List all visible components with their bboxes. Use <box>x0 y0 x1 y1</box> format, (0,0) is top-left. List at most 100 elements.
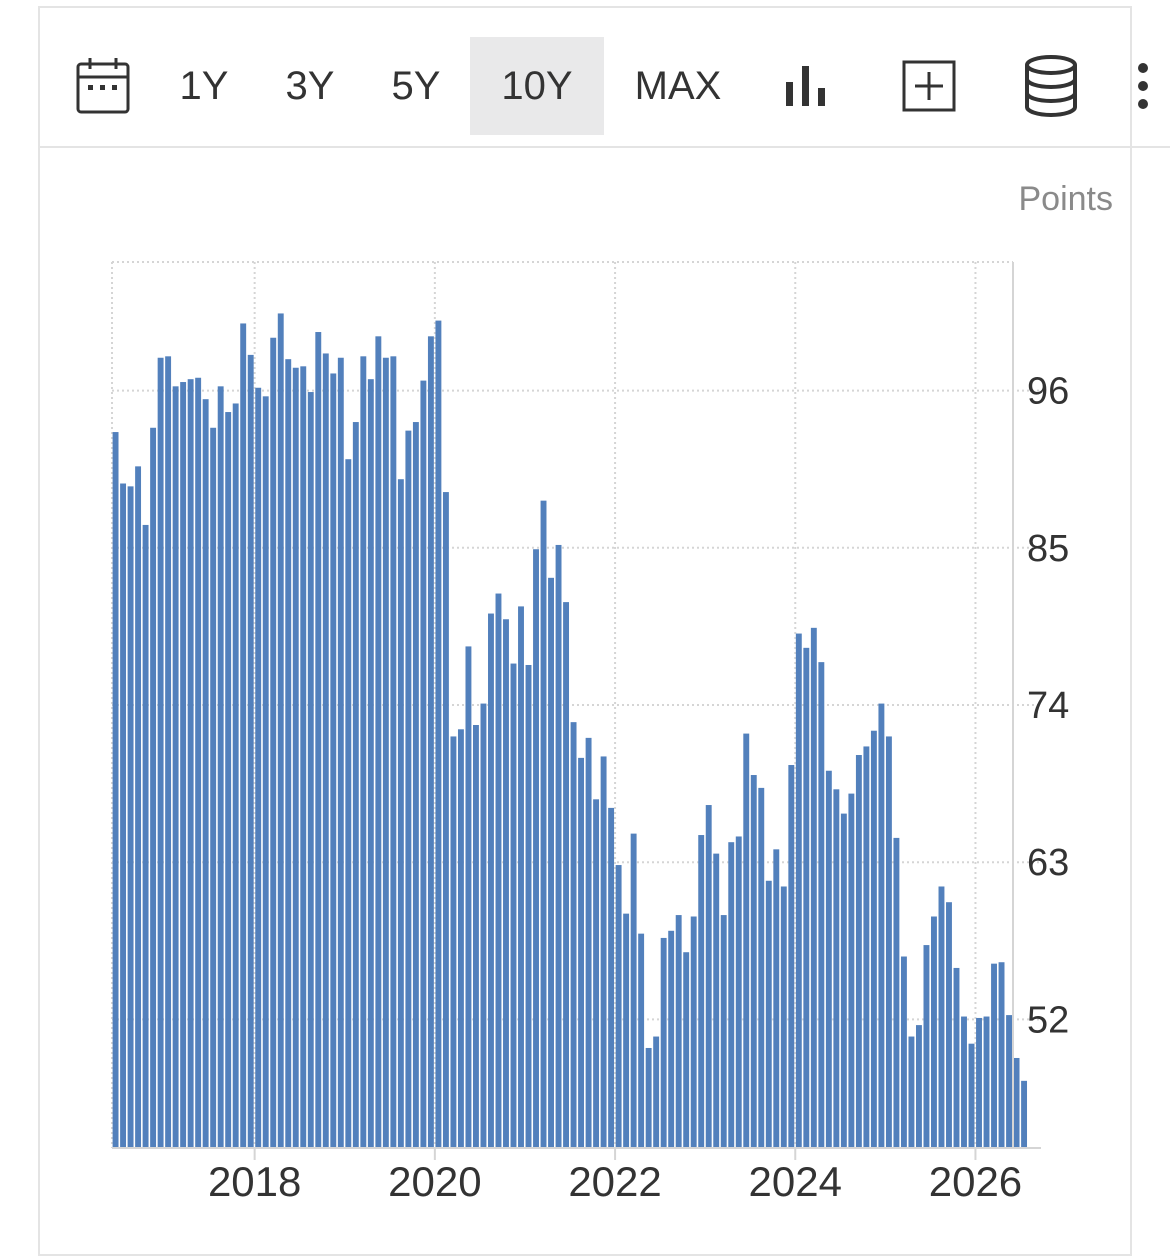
bar <box>165 356 172 1148</box>
bar <box>240 323 247 1149</box>
bar <box>698 835 705 1148</box>
bar <box>292 367 299 1148</box>
more-vertical-icon[interactable] <box>1130 37 1156 135</box>
bar <box>915 1025 922 1148</box>
bar <box>307 392 314 1148</box>
calendar-icon[interactable] <box>70 37 136 135</box>
bar <box>638 933 645 1148</box>
bar <box>991 963 997 1148</box>
bar <box>480 703 487 1148</box>
bar <box>533 549 539 1148</box>
bar <box>217 386 224 1148</box>
bar <box>668 930 675 1148</box>
bar <box>938 886 945 1148</box>
bar <box>660 937 667 1148</box>
bar <box>863 746 870 1148</box>
bar <box>337 357 344 1149</box>
bar <box>570 722 577 1148</box>
bar <box>848 793 855 1148</box>
bar <box>720 915 727 1148</box>
database-icon[interactable] <box>1018 37 1084 135</box>
unit-label: Points <box>1018 180 1114 218</box>
bar <box>953 967 960 1148</box>
bar <box>810 627 817 1148</box>
bar <box>345 459 352 1149</box>
range-10y-button[interactable]: 10Y <box>470 37 604 135</box>
bar <box>232 403 239 1148</box>
bar <box>450 736 457 1148</box>
bar <box>608 807 615 1148</box>
bar <box>825 770 832 1148</box>
bar <box>262 396 269 1148</box>
bar <box>187 379 194 1148</box>
range-1y-button[interactable]: 1Y <box>179 63 229 108</box>
x-tick-label: 2022 <box>568 1158 661 1205</box>
bar <box>315 332 322 1148</box>
bar <box>405 430 412 1148</box>
y-tick-label: 96 <box>1027 371 1069 413</box>
bar <box>765 880 772 1148</box>
bar <box>495 593 502 1148</box>
bar <box>367 379 374 1148</box>
bar <box>885 736 892 1148</box>
bar <box>488 613 494 1148</box>
bar <box>630 833 637 1148</box>
bar <box>728 842 735 1148</box>
bar <box>623 913 630 1148</box>
y-tick-label: 63 <box>1027 842 1069 884</box>
bar <box>593 799 600 1148</box>
bar <box>555 544 562 1148</box>
y-tick-label: 74 <box>1027 685 1069 727</box>
bar <box>946 902 952 1148</box>
range-max-button[interactable]: MAX <box>634 63 722 108</box>
x-tick-label: 2026 <box>929 1158 1022 1205</box>
bar <box>210 427 217 1149</box>
bar <box>465 646 472 1148</box>
bar <box>713 853 720 1148</box>
bar <box>255 387 262 1148</box>
bar <box>683 952 690 1148</box>
bar <box>142 524 149 1148</box>
add-box-icon[interactable] <box>898 37 960 135</box>
bar <box>908 1036 915 1148</box>
bar <box>300 366 307 1149</box>
bar <box>540 500 547 1148</box>
bar <box>585 737 592 1148</box>
bar <box>397 479 404 1148</box>
bar <box>352 422 359 1148</box>
bar <box>840 813 847 1148</box>
bar <box>900 956 907 1148</box>
bar <box>998 962 1005 1148</box>
bar <box>855 755 862 1148</box>
bar <box>548 577 554 1148</box>
bar <box>503 619 509 1148</box>
bar <box>127 486 134 1149</box>
bar <box>157 357 164 1149</box>
range-3y-button[interactable]: 3Y <box>285 63 335 108</box>
bar <box>150 427 157 1149</box>
bar <box>780 886 787 1148</box>
bar <box>803 647 810 1148</box>
y-tick-label: 85 <box>1027 528 1069 570</box>
bar <box>758 787 765 1148</box>
bar <box>442 492 449 1148</box>
bar <box>1021 1080 1028 1148</box>
x-tick-label: 2020 <box>388 1158 481 1205</box>
bar <box>510 663 517 1148</box>
bar-chart-icon[interactable] <box>778 37 834 135</box>
bar <box>563 602 570 1148</box>
bar <box>382 357 389 1149</box>
bar <box>968 1043 975 1148</box>
bar <box>180 382 187 1148</box>
bar <box>961 1016 967 1148</box>
bar <box>172 386 179 1148</box>
bar <box>202 399 209 1148</box>
bar <box>1013 1057 1020 1148</box>
range-5y-button[interactable]: 5Y <box>391 63 441 108</box>
bar <box>360 356 367 1148</box>
bar <box>983 1016 990 1148</box>
y-tick-label: 52 <box>1027 999 1069 1041</box>
bar <box>473 725 479 1148</box>
bar <box>120 483 127 1148</box>
bar <box>735 836 742 1148</box>
